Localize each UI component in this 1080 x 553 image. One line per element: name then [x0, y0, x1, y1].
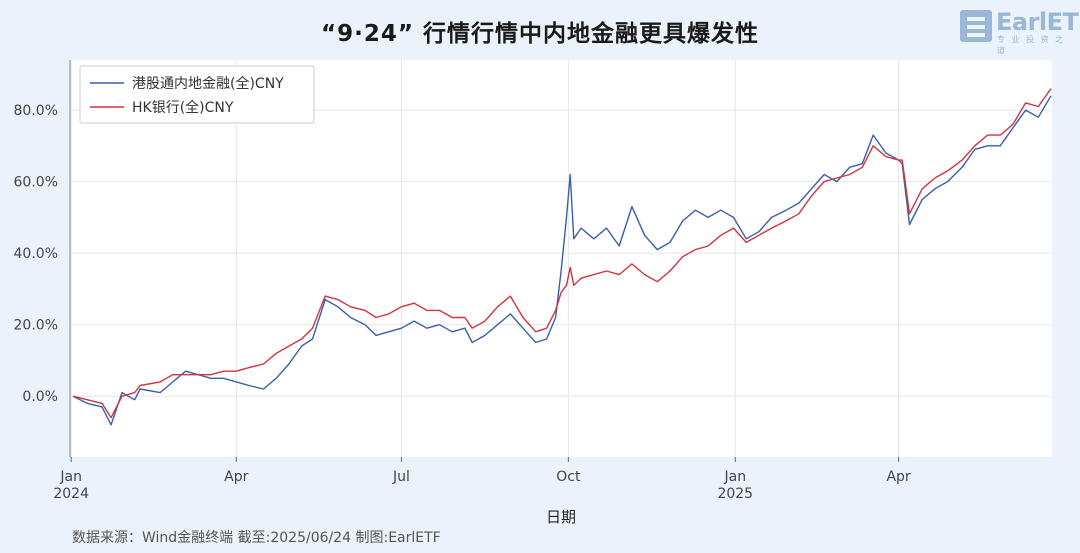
x-tick-year-label: 2024 [53, 486, 89, 502]
earletf-logo: EarlETF 专 业 投 资 之 道 [960, 8, 1080, 55]
x-tick-label: Apr [224, 469, 248, 485]
y-tick-label: 60.0% [14, 175, 58, 191]
x-axis-label: 日期 [546, 508, 576, 526]
y-axis: 0.0% 20.0% 40.0% 60.0% 80.0% [14, 60, 71, 457]
logo-name: EarlETF [996, 8, 1080, 36]
series-lines [72, 88, 1052, 426]
logo-mark-icon [960, 10, 992, 42]
series-line-1 [72, 95, 1052, 426]
y-tick-label: 0.0% [22, 389, 58, 405]
legend-label-series-2: HK银行(全)CNY [132, 99, 234, 116]
y-tick-label: 20.0% [14, 318, 58, 334]
y-tick-label: 40.0% [14, 246, 58, 262]
logo-subtitle: 专 业 投 资 之 道 [997, 35, 1066, 55]
plot-area [70, 60, 1052, 457]
x-tick-year-label: 2025 [717, 486, 753, 502]
x-tick-label: Apr [886, 469, 910, 485]
series-line-2 [72, 88, 1052, 419]
grid-lines [70, 60, 1052, 457]
x-tick-label: Jan [59, 469, 82, 485]
x-tick-label: Jan [723, 469, 746, 485]
legend-box [79, 65, 315, 124]
legend: 港股通内地金融(全)CNY HK银行(全)CNY [79, 65, 315, 124]
x-tick-label: Jul [392, 469, 410, 485]
data-source-note: 数据来源：Wind金融终端 截至:2025/06/24 制图:EarlETF [72, 530, 441, 546]
chart-title: “9·24” 行情行情中内地金融更具爆发性 [321, 21, 759, 47]
x-tick-label: Oct [556, 469, 581, 485]
legend-label-series-1: 港股通内地金融(全)CNY [132, 75, 284, 92]
y-tick-label: 80.0% [14, 103, 58, 119]
